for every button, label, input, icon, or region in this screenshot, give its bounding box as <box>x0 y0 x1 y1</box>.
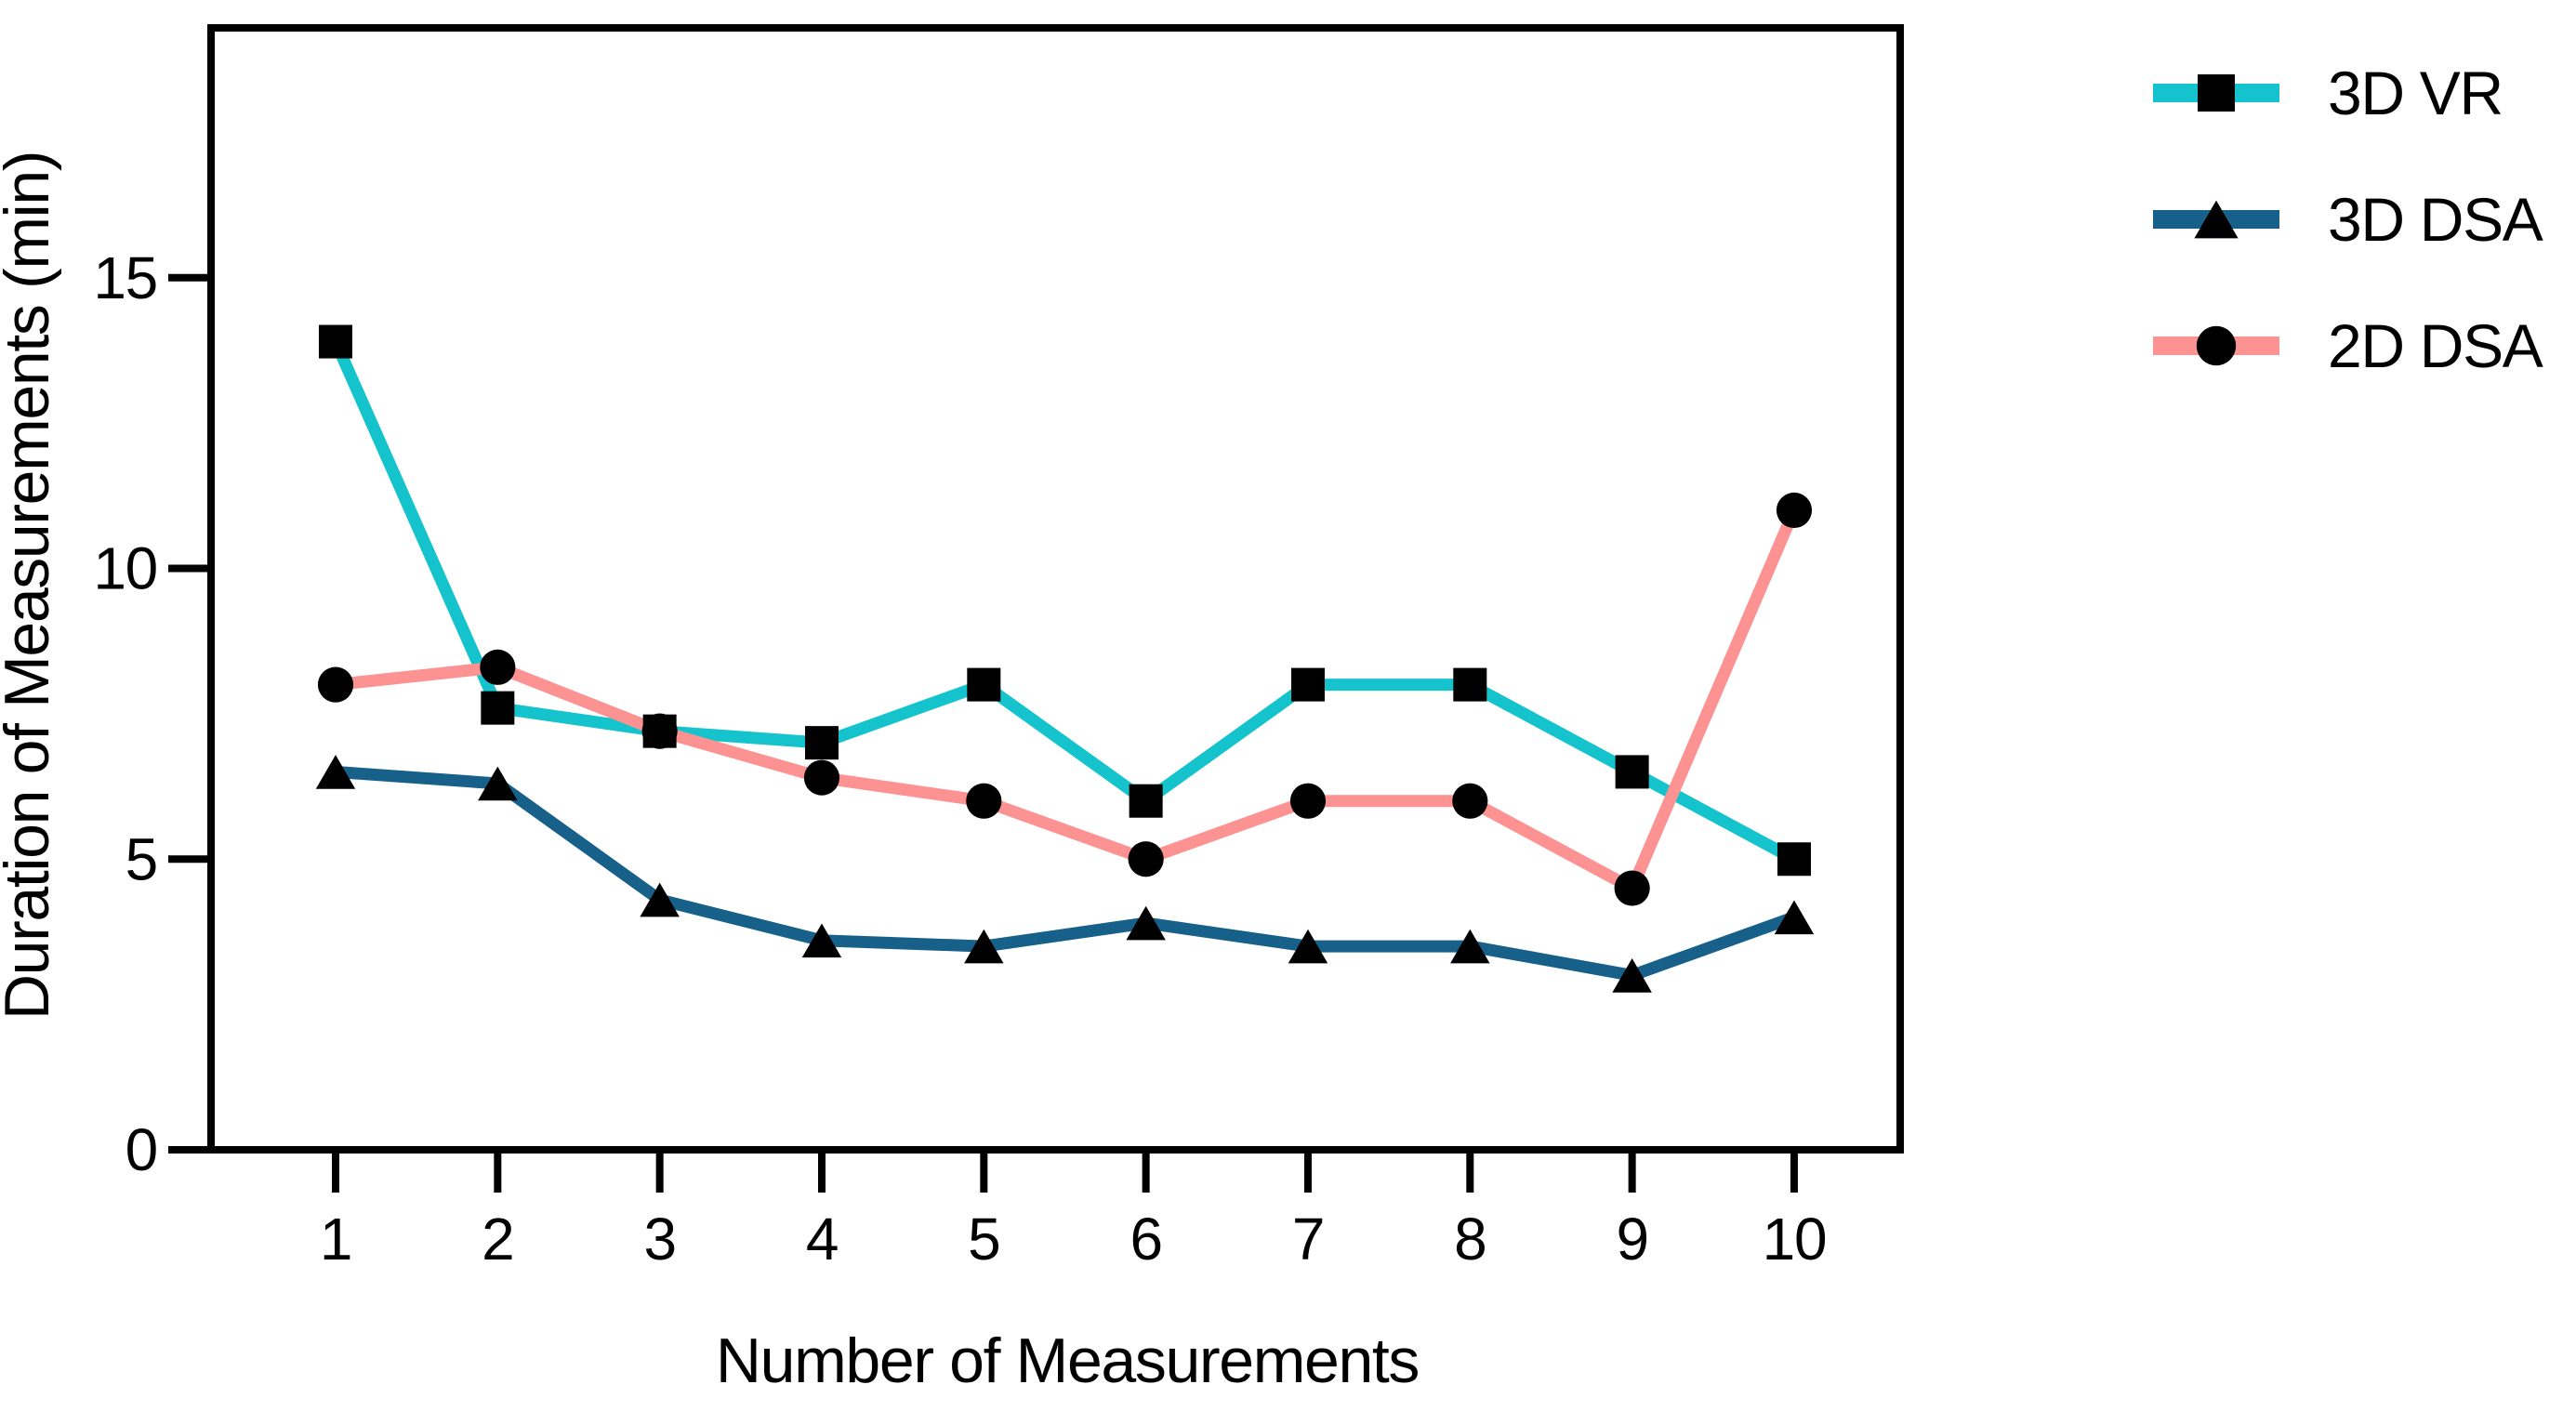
data-point-2d-dsa <box>1776 492 1813 529</box>
series-markers <box>315 324 1815 993</box>
data-point-3d-vr <box>319 324 352 359</box>
data-point-3d-dsa <box>640 882 680 917</box>
data-point-2d-dsa <box>480 649 516 685</box>
data-point-2d-dsa <box>966 783 1002 819</box>
data-point-2d-dsa <box>1289 783 1327 819</box>
x-axis-ticks: 1 2 3 4 5 6 7 8 9 10 <box>320 1150 1828 1272</box>
data-point-3d-dsa <box>1288 929 1328 964</box>
data-point-3d-dsa <box>1612 957 1652 993</box>
x-tick-label: 10 <box>1763 1206 1827 1272</box>
data-point-3d-dsa <box>1450 929 1490 964</box>
legend-item: 3D VR <box>2153 59 2503 127</box>
data-point-3d-vr <box>804 726 839 760</box>
data-point-3d-vr <box>1129 784 1163 818</box>
data-point-3d-vr <box>481 691 515 725</box>
x-tick-label: 4 <box>806 1206 838 1272</box>
x-axis-title: Number of Measurements <box>716 1325 1419 1396</box>
data-point-3d-vr <box>1290 667 1325 702</box>
circle-marker-icon <box>2196 325 2237 366</box>
triangle-marker-icon <box>2194 200 2239 239</box>
square-marker-icon <box>2198 74 2235 112</box>
data-point-2d-dsa <box>1128 841 1164 877</box>
series-line-3d-dsa <box>329 765 1801 982</box>
data-point-2d-dsa <box>1452 783 1488 819</box>
data-point-2d-dsa <box>1614 870 1650 906</box>
x-tick-label: 2 <box>482 1206 513 1272</box>
legend-item: 2D DSA <box>2153 311 2544 380</box>
data-point-3d-dsa <box>801 923 842 958</box>
plot-frame <box>207 24 1904 1154</box>
data-point-3d-vr <box>967 667 1001 702</box>
y-tick-label: 0 <box>125 1116 157 1183</box>
data-point-3d-vr <box>1615 755 1649 789</box>
data-point-3d-vr <box>1777 842 1811 877</box>
y-axis-title: Duration of Measurements (min) <box>0 152 62 1020</box>
data-point-2d-dsa <box>317 666 354 703</box>
data-point-3d-dsa <box>964 929 1004 964</box>
x-tick-label: 9 <box>1616 1206 1647 1272</box>
x-tick-label: 5 <box>968 1206 999 1272</box>
data-point-2d-dsa <box>641 713 678 749</box>
series-line-2d-dsa <box>329 504 1801 895</box>
x-tick-label: 6 <box>1129 1206 1161 1272</box>
y-axis-ticks: 0 5 10 15 <box>93 244 211 1183</box>
x-tick-label: 1 <box>320 1206 351 1272</box>
legend-item: 3D DSA <box>2153 185 2544 254</box>
series-lines <box>329 336 1801 982</box>
data-point-3d-dsa <box>315 755 356 789</box>
data-point-2d-dsa <box>803 759 840 796</box>
y-tick-label: 15 <box>93 244 157 311</box>
x-tick-label: 3 <box>643 1206 675 1272</box>
y-tick-label: 10 <box>93 535 157 602</box>
legend-label: 3D VR <box>2328 59 2503 127</box>
legend: 3D VR 3D DSA 2D DSA <box>2153 59 2544 380</box>
x-tick-label: 7 <box>1292 1206 1324 1272</box>
y-tick-label: 5 <box>125 825 157 892</box>
legend-label: 3D DSA <box>2328 185 2543 254</box>
data-point-3d-dsa <box>478 766 518 801</box>
legend-label: 2D DSA <box>2328 311 2543 380</box>
data-point-3d-vr <box>1453 667 1487 702</box>
series-line-3d-vr <box>329 336 1801 865</box>
data-point-3d-dsa <box>1774 900 1815 935</box>
data-point-3d-dsa <box>1126 905 1166 941</box>
x-tick-label: 8 <box>1454 1206 1486 1272</box>
